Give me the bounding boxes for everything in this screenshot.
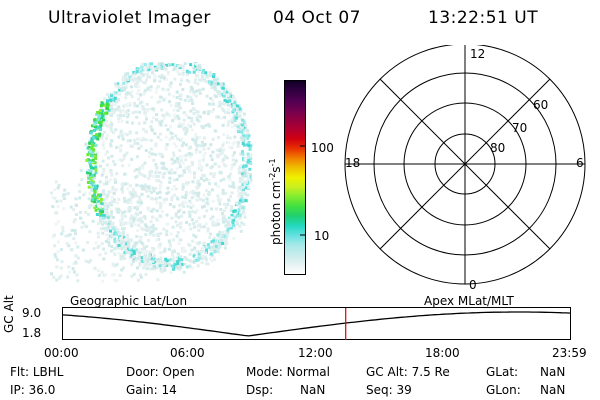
status-door: Door: Open (126, 365, 195, 379)
orbit-altitude-curve (62, 311, 571, 337)
timeline-tick-1800: 18:00 (425, 346, 460, 360)
status-seq: Seq: 39 (366, 383, 412, 397)
mlt-label-6: 6 (576, 156, 584, 170)
timeline-left-title: Geographic Lat/Lon (70, 294, 188, 308)
timeline-tick-2359: 23:59 (552, 346, 587, 360)
time-label: 13:22:51 UT (428, 8, 539, 28)
status-dsp-value: NaN (300, 383, 326, 397)
date-label: 04 Oct 07 (273, 8, 361, 28)
status-dsp-label: Dsp: (246, 383, 274, 397)
auroral-image (50, 62, 253, 283)
colorbar-tick-10: 10 (314, 229, 330, 243)
colorbar-axis (300, 145, 306, 236)
colorbar-tick-100: 100 (311, 141, 334, 155)
status-glat-value: NaN (540, 365, 566, 379)
timeline-frame (62, 307, 571, 340)
lat-label-80: 80 (490, 141, 505, 155)
status-mode: Mode: Normal (246, 365, 330, 379)
status-glon-value: NaN (540, 383, 566, 397)
timeline-y-max: 9.0 (22, 306, 42, 320)
auroral-emission-pixels (50, 62, 253, 283)
instrument-title: Ultraviolet Imager (48, 8, 211, 28)
timeline-right-title: Apex MLat/MLT (424, 294, 514, 308)
timeline-tick-0600: 06:00 (170, 346, 205, 360)
timeline-tick-1200: 12:00 (298, 346, 333, 360)
timeline-y-label: GC Alt (2, 295, 16, 333)
timeline-y-min: 1.8 (22, 326, 42, 340)
lat-label-60: 60 (533, 98, 548, 112)
colorbar-unit-label: photon cm-2s-1 (268, 158, 283, 245)
status-gain: Gain: 14 (126, 383, 177, 397)
mlt-label-0: 0 (469, 278, 477, 292)
status-ip: IP: 36.0 (10, 383, 56, 397)
status-gcalt: GC Alt: 7.5 Re (366, 365, 450, 379)
polar-grid: 12 18 6 0 60 70 80 (344, 45, 586, 292)
lat-label-70: 70 (512, 121, 527, 135)
timeline-tick-0000: 00:00 (44, 346, 79, 360)
mlt-label-12: 12 (470, 47, 485, 61)
timeline-plot (62, 307, 571, 340)
status-glon-label: GLon: (486, 383, 521, 397)
status-glat-label: GLat: (486, 365, 519, 379)
status-flt: Flt: LBHL (10, 365, 64, 379)
polar-diagonal-2 (379, 78, 551, 250)
mlt-label-18: 18 (345, 156, 360, 170)
colorbar (284, 80, 306, 275)
